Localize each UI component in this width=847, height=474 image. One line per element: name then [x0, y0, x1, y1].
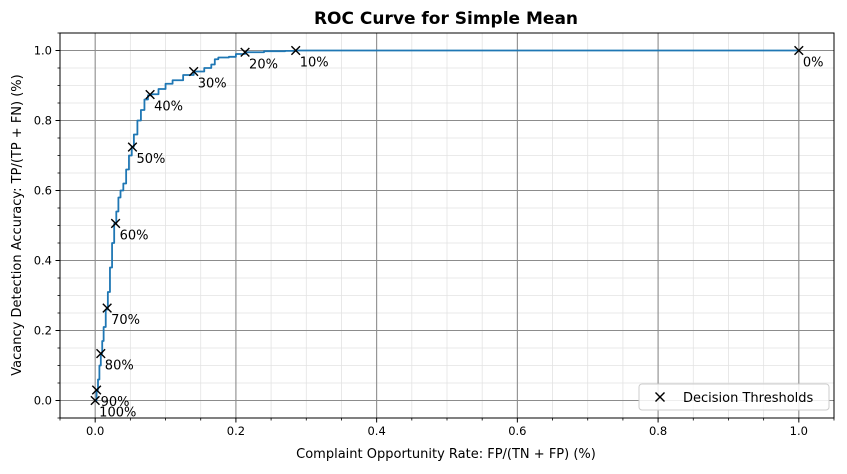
x-tick-label: 0.0	[86, 424, 104, 438]
y-tick-label: 1.0	[34, 44, 52, 58]
marker-stroke	[110, 218, 121, 229]
marker-stroke	[794, 45, 804, 56]
marker-stroke	[127, 142, 138, 152]
threshold-label: 90%	[101, 395, 130, 410]
legend-marker-icon	[655, 392, 665, 402]
threshold-marker	[96, 348, 106, 359]
threshold-label: 40%	[154, 100, 183, 115]
x-tick-label: 0.4	[367, 424, 385, 438]
y-tick-label: 0.8	[34, 114, 52, 128]
marker-stroke	[96, 348, 106, 359]
marker-stroke	[145, 89, 155, 100]
roc-curve-line	[95, 49, 799, 402]
roc-curve-layer	[95, 49, 799, 402]
threshold-label: 10%	[300, 56, 329, 71]
legend[interactable]: Decision Thresholds	[638, 383, 830, 411]
threshold-label: 80%	[105, 359, 134, 374]
minor-grid	[59, 32, 835, 419]
marker-stroke	[290, 45, 301, 56]
y-tick-label: 0.0	[34, 394, 52, 408]
marker-stroke	[90, 395, 100, 406]
x-tick-label: 1.0	[790, 424, 808, 438]
legend-box	[638, 383, 830, 411]
threshold-marker	[90, 395, 100, 406]
x-axis-label: Complaint Opportunity Rate: FP/(TN + FP)…	[296, 447, 596, 462]
y-tick-label: 0.4	[34, 254, 52, 268]
legend-label: Decision Thresholds	[683, 391, 814, 406]
threshold-label: 0%	[803, 56, 824, 71]
marker-stroke	[102, 303, 112, 313]
y-axis-label: Vacancy Detection Accuracy: TP/(TP + FN)…	[10, 74, 25, 375]
marker-stroke	[188, 66, 199, 77]
threshold-marker	[188, 66, 199, 77]
marker-stroke	[91, 385, 102, 395]
threshold-marker	[290, 45, 301, 56]
x-tick-label: 0.8	[649, 424, 667, 438]
threshold-label: 100%	[99, 406, 136, 421]
threshold-label: 50%	[136, 152, 165, 167]
threshold-label: 20%	[249, 57, 278, 72]
threshold-label: 60%	[120, 228, 149, 243]
chart-title: ROC Curve for Simple Mean	[314, 9, 578, 29]
axis-ticks: 0.0 0.0 0.2 0.2 0.4 0.4 0.6 0.6 0.8 0.8 1.0 1.0	[34, 32, 835, 438]
threshold-marker	[102, 303, 112, 313]
x-tick-label: 0.2	[227, 424, 245, 438]
threshold-markers: 0% 10% 20% 30% 40% 50% 60% 70% 80% 90%100%	[90, 45, 824, 421]
marker-stroke	[240, 47, 250, 58]
y-tick-label: 0.6	[34, 184, 52, 198]
threshold-marker	[145, 89, 155, 100]
threshold-marker	[91, 385, 102, 395]
x-tick-label: 0.6	[508, 424, 526, 438]
y-tick-label: 0.2	[34, 324, 52, 338]
threshold-marker	[127, 142, 138, 152]
threshold-label: 70%	[111, 313, 140, 328]
threshold-marker	[110, 218, 121, 229]
threshold-marker	[240, 47, 250, 58]
threshold-marker	[794, 45, 804, 56]
threshold-label: 30%	[198, 77, 227, 92]
